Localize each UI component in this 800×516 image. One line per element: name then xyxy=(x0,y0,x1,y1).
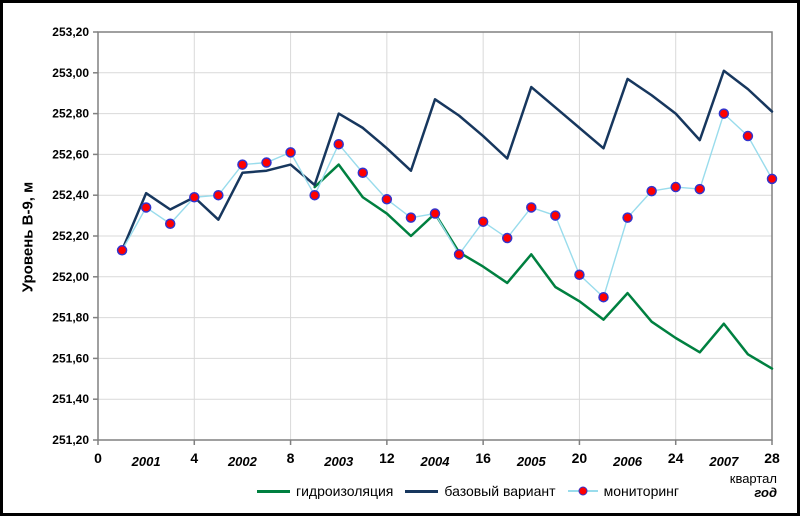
y-tick-label: 252,60 xyxy=(52,147,89,161)
x-tick-label: 0 xyxy=(94,450,102,466)
monitoring-marker xyxy=(237,159,248,170)
legend-item-baseline: базовый вариант xyxy=(405,483,556,499)
x-year-label: 2001 xyxy=(131,454,161,469)
monitoring-marker xyxy=(285,147,296,158)
series-hydro-line xyxy=(313,163,774,370)
monitoring-marker xyxy=(718,108,730,119)
monitoring-marker xyxy=(766,173,778,185)
monitoring-dot-icon xyxy=(578,486,588,496)
monitoring-marker xyxy=(694,183,706,195)
x-year-label: 2007 xyxy=(708,454,739,469)
monitoring-marker xyxy=(574,269,585,281)
y-tick-label: 252,20 xyxy=(52,229,89,243)
legend: гидроизоляция базовый вариант мониторинг xyxy=(133,482,797,500)
x-year-label: 2006 xyxy=(612,454,643,469)
monitoring-marker xyxy=(309,189,320,201)
y-axis-title: Уровень В-9, м xyxy=(19,181,37,293)
monitoring-marker xyxy=(357,167,369,179)
monitoring-marker xyxy=(116,245,128,256)
x-year-label: 2004 xyxy=(420,454,451,469)
y-tick-label: 252,00 xyxy=(52,270,89,284)
legend-label-baseline: базовый вариант xyxy=(444,483,556,499)
x-year-label: 2005 xyxy=(516,454,547,469)
y-tick-label: 252,80 xyxy=(52,107,89,121)
hydro-line-sample xyxy=(256,489,290,493)
x-axis-units: квартал год xyxy=(730,472,777,500)
x-tick-label: 8 xyxy=(287,450,295,466)
plot-border xyxy=(97,31,773,441)
y-tick-label: 253,00 xyxy=(52,66,89,80)
y-tick-label: 251,60 xyxy=(52,351,89,365)
x-axis-unit-quarter: квартал xyxy=(729,471,777,486)
x-tick-label: 24 xyxy=(668,450,684,466)
x-tick-label: 4 xyxy=(190,450,198,466)
baseline-line-sample xyxy=(405,489,439,493)
monitoring-marker xyxy=(477,216,489,227)
chart-plot: 251,20 251,40 251,60 251,80 252,00 252,20 252,… xyxy=(52,25,780,469)
monitoring-marker xyxy=(213,189,224,201)
x-axis-unit-year: год xyxy=(754,485,777,500)
monitoring-marker xyxy=(381,194,393,205)
y-tick-label: 253,20 xyxy=(52,25,89,39)
series-baseline-line xyxy=(120,69,774,252)
x-year-label: 2002 xyxy=(227,454,258,469)
monitoring-marker xyxy=(333,138,344,150)
monitoring-marker xyxy=(670,181,681,193)
y-tick-label: 252,40 xyxy=(52,188,89,202)
monitoring-marker xyxy=(526,202,537,213)
monitoring-marker xyxy=(140,202,152,213)
monitoring-marker xyxy=(261,157,272,168)
legend-label-monitoring: мониторинг xyxy=(603,483,680,499)
x-tick-label: 16 xyxy=(475,450,491,466)
x-year-label: 2003 xyxy=(323,454,354,469)
monitoring-marker xyxy=(453,249,465,260)
y-tick-label: 251,80 xyxy=(52,311,89,325)
y-tick-label: 251,20 xyxy=(52,433,89,447)
monitoring-marker xyxy=(742,130,754,142)
monitoring-marker xyxy=(429,208,441,219)
x-tick-label: 28 xyxy=(764,450,780,466)
monitoring-marker xyxy=(622,212,633,223)
series-monitoring-line xyxy=(121,112,773,298)
y-tick-label: 251,40 xyxy=(52,392,89,406)
legend-label-hydro: гидроизоляция xyxy=(295,483,394,499)
legend-item-monitoring: мониторинг xyxy=(567,483,680,499)
monitoring-marker xyxy=(189,191,200,203)
legend-item-hydro: гидроизоляция xyxy=(256,483,394,499)
x-tick-label: 12 xyxy=(379,450,395,466)
monitoring-marker xyxy=(164,218,176,230)
monitoring-marker-sample xyxy=(567,485,598,497)
x-tick-label: 20 xyxy=(572,450,588,466)
monitoring-marker xyxy=(646,185,657,197)
monitoring-marker xyxy=(501,232,513,244)
monitoring-marker xyxy=(598,291,609,303)
monitoring-marker xyxy=(405,212,417,223)
monitoring-marker xyxy=(550,210,561,221)
